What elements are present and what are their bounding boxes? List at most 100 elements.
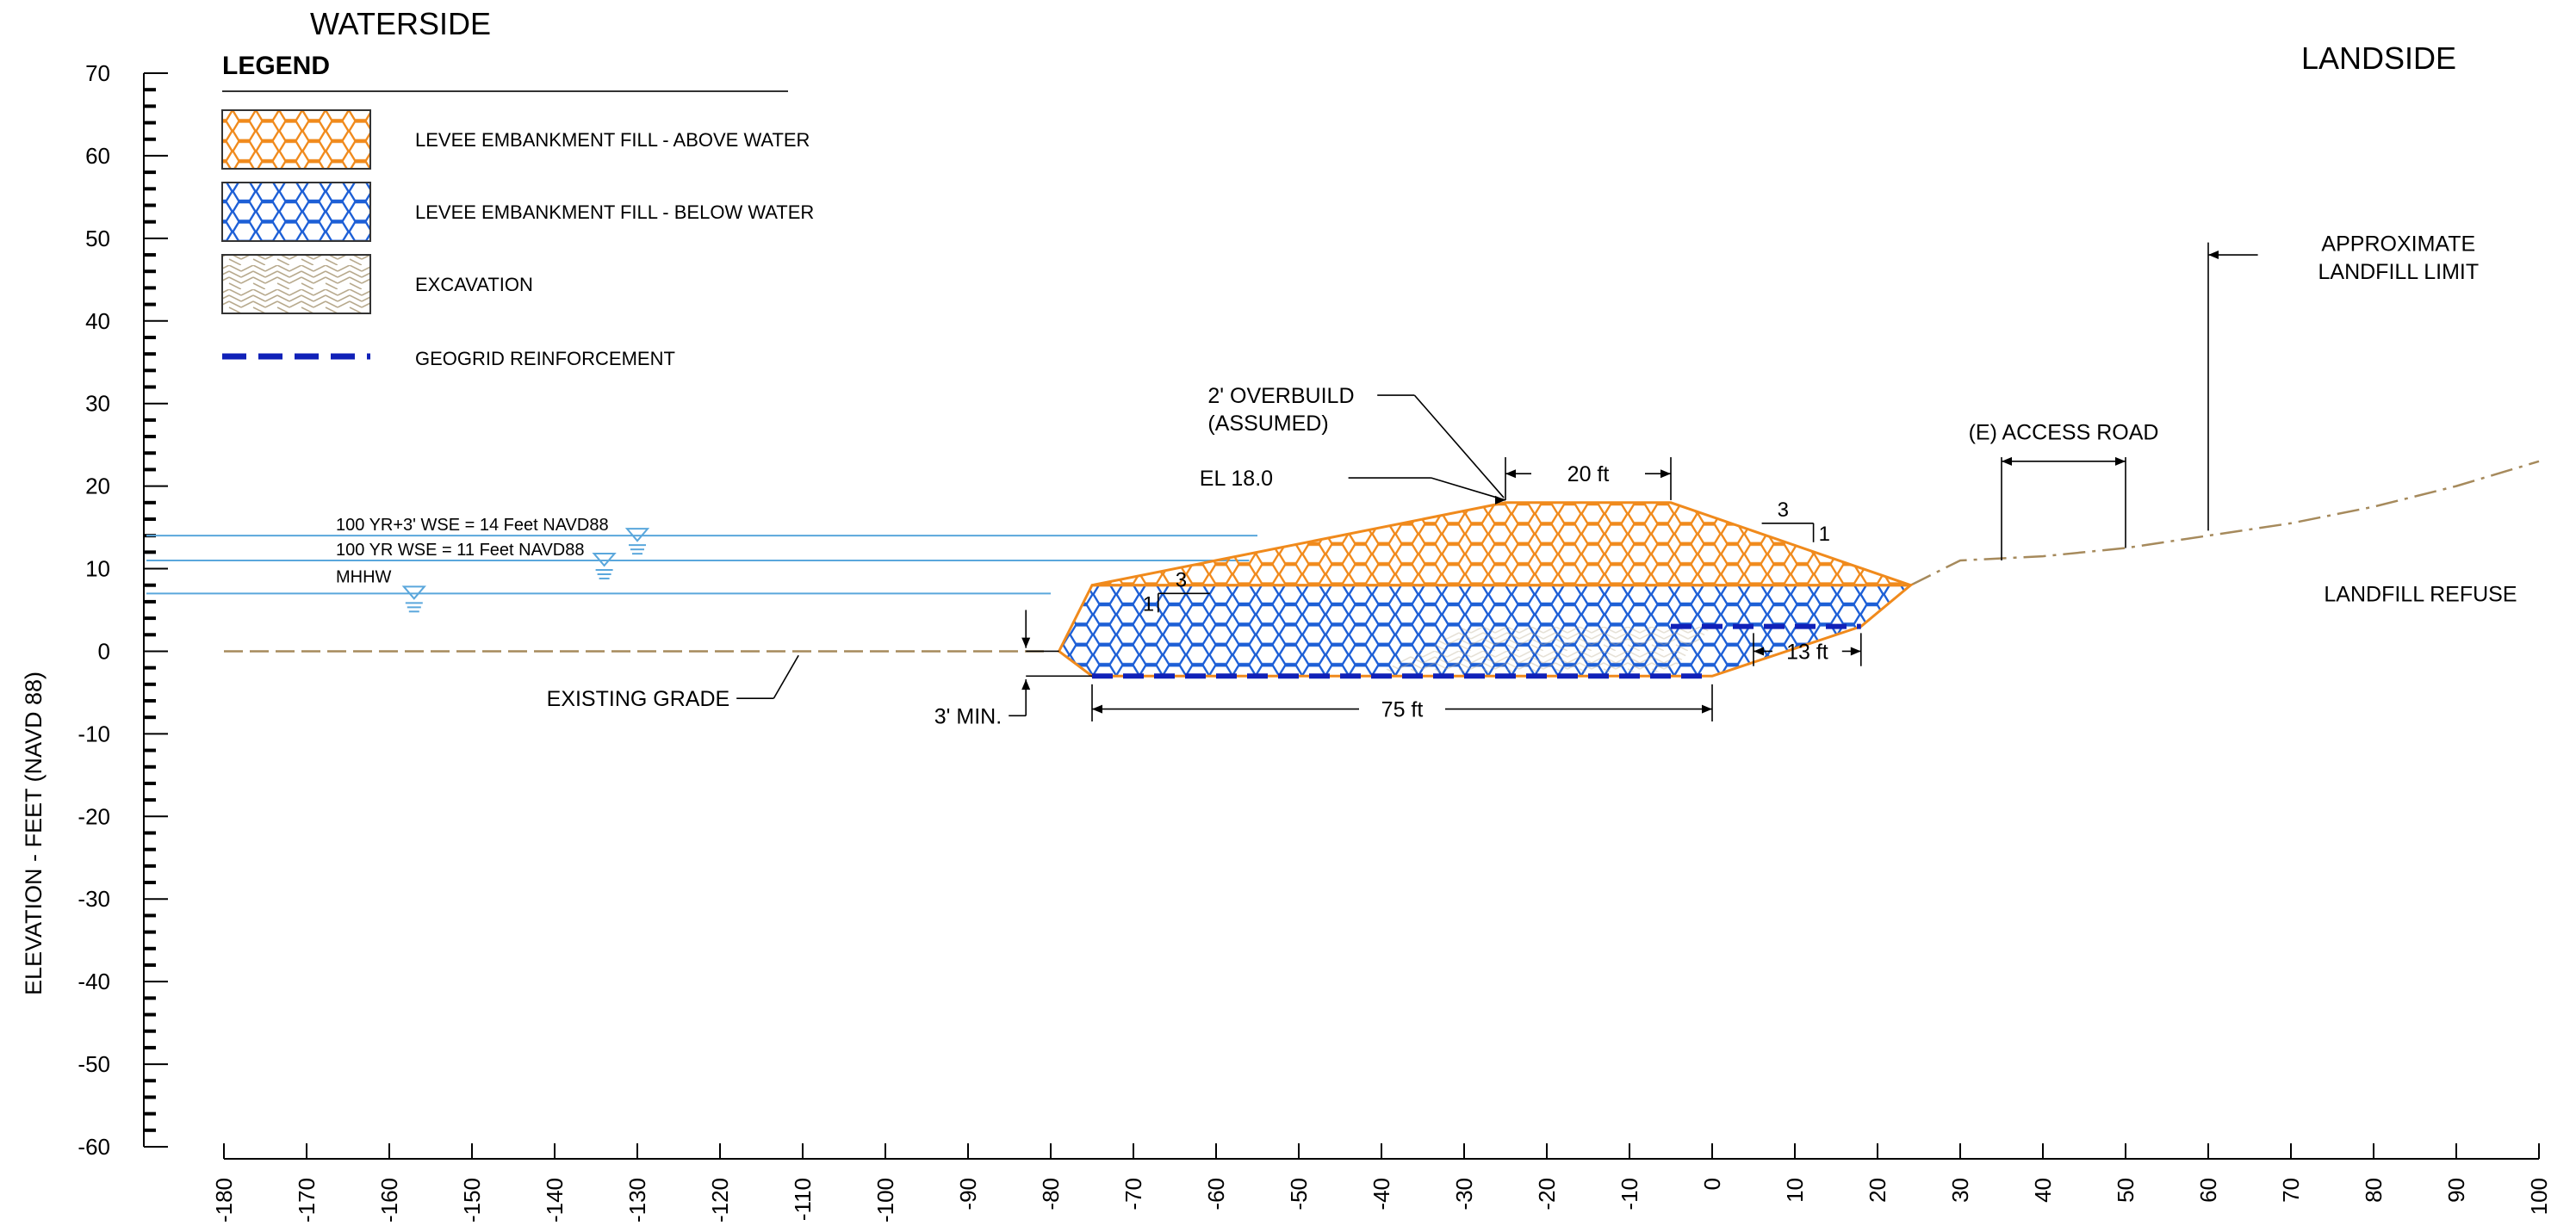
y-tick-label: 10 — [85, 556, 110, 582]
wse-100yr-label: 100 YR WSE = 11 Feet NAVD88 — [336, 541, 584, 560]
x-tick-label: -130 — [624, 1178, 650, 1223]
x-tick-label: 0 — [1699, 1178, 1725, 1190]
x-tick-label: -70 — [1120, 1178, 1146, 1210]
y-tick-label: -40 — [78, 969, 110, 994]
access-road-arrow-left — [2002, 456, 2012, 466]
crest-width-label: 20 ft — [1567, 462, 1610, 486]
x-tick-label: -170 — [294, 1178, 320, 1223]
legend-swatch-above-water — [221, 109, 371, 170]
landside-grade-line — [1909, 460, 2540, 586]
legend-swatch-below-water — [221, 182, 371, 242]
ground-lines — [224, 460, 2540, 653]
legend-label-below-water: LEVEE EMBANKMENT FILL - BELOW WATER — [415, 201, 814, 223]
water-surface-icon — [592, 552, 617, 567]
y-tick-label: -10 — [78, 721, 110, 746]
min-excavation-label: 3' MIN. — [934, 704, 1002, 728]
base-width-label: 75 ft — [1381, 698, 1424, 722]
legend-title: LEGEND — [222, 52, 330, 80]
crest-dim-arrow-right — [1660, 469, 1671, 479]
y-tick-label: 30 — [85, 391, 110, 417]
legend: LEGEND LEVEE EMBANKMENT FILL - ABOVE WAT… — [221, 52, 814, 369]
x-tick-label: 80 — [2361, 1178, 2387, 1203]
mhhw-label: MHHW — [336, 568, 392, 587]
x-tick-label: -20 — [1534, 1178, 1560, 1210]
y-tick-label: 70 — [85, 60, 110, 86]
crest-elevation-label: EL 18.0 — [1200, 467, 1273, 491]
el18-arrow — [1495, 495, 1505, 505]
waterside-heading: WATERSIDE — [310, 6, 491, 41]
x-tick-label: -150 — [459, 1178, 485, 1223]
x-tick-label: 30 — [1947, 1178, 1973, 1203]
x-tick-label: -160 — [376, 1178, 402, 1223]
legend-label-excavation: EXCAVATION — [415, 274, 533, 295]
x-tick-label: 20 — [1865, 1178, 1890, 1203]
x-tick-label: -60 — [1203, 1178, 1229, 1210]
x-tick-label: -120 — [707, 1178, 733, 1223]
landfill-limit-arrow — [2208, 251, 2219, 260]
landfill-limit-label-2: LANDFILL LIMIT — [2318, 260, 2479, 284]
water-surface-icon — [401, 585, 426, 600]
landside-heading: LANDSIDE — [2301, 40, 2456, 76]
x-tick-label: 10 — [1782, 1178, 1808, 1203]
overbuild-leader-diag — [1413, 394, 1505, 498]
y-tick-label: -50 — [78, 1051, 110, 1077]
y-tick-label: 0 — [98, 638, 110, 664]
x-tick-label: 40 — [2030, 1178, 2056, 1203]
y-tick-label: -30 — [78, 886, 110, 912]
y-tick-label: 40 — [85, 308, 110, 334]
crest-dim-arrow-left — [1505, 469, 1516, 479]
x-tick-label: 100 — [2526, 1178, 2552, 1215]
access-road-label: (E) ACCESS ROAD — [1969, 420, 2159, 444]
slope-landside-horizontal: 3 — [1778, 498, 1789, 522]
y-tick-label: -60 — [78, 1134, 110, 1160]
x-tick-label: -90 — [955, 1178, 981, 1210]
legend-swatch-excavation — [221, 254, 371, 314]
min-dim-arrow-down — [1021, 637, 1031, 648]
base-dim-arrow-right — [1702, 704, 1712, 714]
water-surface-icon — [624, 528, 650, 542]
bench-width-label: 13 ft — [1786, 640, 1828, 664]
base-dim-arrow-left — [1092, 704, 1102, 714]
x-tick-label: 60 — [2195, 1178, 2221, 1203]
x-tick-label: -140 — [542, 1178, 568, 1223]
min-dim-arrow-up — [1021, 679, 1031, 690]
bench-dim-arrow-right — [1850, 647, 1861, 656]
legend-label-geogrid: GEOGRID REINFORCEMENT — [415, 348, 675, 369]
x-tick-label: -50 — [1286, 1178, 1312, 1210]
geogrid-reinforcement — [1092, 623, 1861, 679]
landfill-refuse-label: LANDFILL REFUSE — [2324, 582, 2517, 606]
el18-leader-diag — [1431, 477, 1506, 501]
existing-grade-label: EXISTING GRADE — [547, 687, 730, 711]
slope-landside-vertical: 1 — [1819, 523, 1830, 546]
dimension-annotations — [736, 242, 2258, 721]
water-levels — [146, 528, 1257, 613]
excavation-area — [1381, 626, 1712, 672]
legend-label-above-water: LEVEE EMBANKMENT FILL - ABOVE WATER — [415, 129, 810, 151]
x-tick-label: -80 — [1038, 1178, 1064, 1210]
overbuild-assumed-label: (ASSUMED) — [1207, 412, 1328, 436]
x-tick-label: 90 — [2443, 1178, 2469, 1203]
y-tick-label: -20 — [78, 803, 110, 829]
slope-waterside-horizontal: 3 — [1176, 568, 1187, 591]
y-tick-label: 60 — [85, 143, 110, 169]
wse-100yr-plus3-label: 100 YR+3' WSE = 14 Feet NAVD88 — [336, 516, 609, 535]
x-tick-label: -40 — [1369, 1178, 1394, 1210]
x-tick-label: -10 — [1617, 1178, 1642, 1210]
y-tick-label: 20 — [85, 474, 110, 499]
x-tick-label: -100 — [872, 1178, 898, 1223]
y-tick-label: 50 — [85, 226, 110, 251]
access-road-arrow-right — [2115, 456, 2126, 466]
y-axis-label: ELEVATION - FEET (NAVD 88) — [21, 672, 47, 995]
landfill-limit-label: APPROXIMATE — [2321, 232, 2475, 257]
overbuild-label: 2' OVERBUILD — [1207, 384, 1354, 408]
x-tick-label: -180 — [211, 1178, 237, 1223]
slope-waterside-vertical: 1 — [1143, 592, 1154, 616]
x-tick-label: 50 — [2113, 1178, 2138, 1203]
x-tick-label: -110 — [790, 1178, 816, 1221]
existing-grade-leader-diag — [773, 654, 799, 699]
x-tick-label: 70 — [2278, 1178, 2304, 1203]
x-tick-label: -30 — [1451, 1178, 1477, 1210]
bench-dim-arrow-left — [1754, 647, 1764, 656]
